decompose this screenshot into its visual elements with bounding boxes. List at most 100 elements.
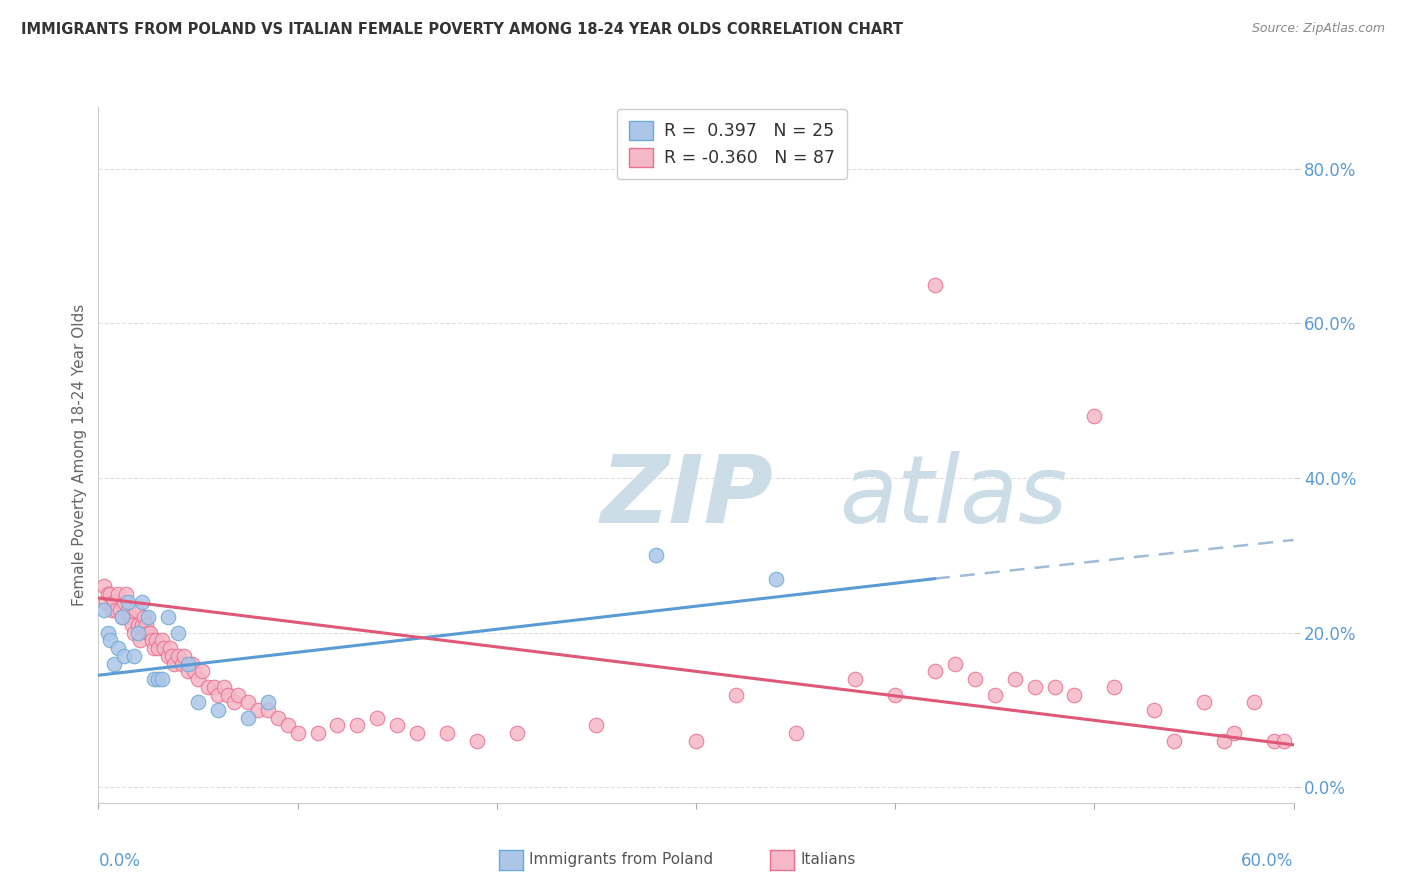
Point [115, 587, 138, 601]
Point [150, 633, 173, 648]
Point [943, 657, 966, 671]
Point [107, 641, 129, 656]
Point [117, 595, 139, 609]
Point [222, 695, 245, 709]
Point [96, 595, 118, 609]
Text: Italians: Italians [800, 853, 855, 867]
Point [884, 688, 907, 702]
Point [103, 595, 125, 609]
Text: IMMIGRANTS FROM POLAND VS ITALIAN FEMALE POVERTY AMONG 18-24 YEAR OLDS CORRELATI: IMMIGRANTS FROM POLAND VS ITALIAN FEMALE… [21, 22, 903, 37]
Point [129, 633, 152, 648]
Point [145, 633, 167, 648]
Point [127, 618, 149, 632]
Point [111, 610, 134, 624]
Point [98, 633, 122, 648]
Point [267, 711, 290, 725]
Point [177, 657, 200, 671]
Point [1163, 734, 1185, 748]
Point [131, 595, 153, 609]
Point [1143, 703, 1166, 717]
Point [436, 726, 458, 740]
Point [924, 277, 946, 292]
Point [177, 665, 200, 679]
Point [163, 657, 186, 671]
Point [183, 665, 205, 679]
Point [112, 595, 135, 609]
Point [191, 665, 214, 679]
Text: 0.0%: 0.0% [98, 852, 141, 870]
Point [134, 610, 156, 624]
Point [167, 648, 190, 663]
Point [181, 657, 204, 671]
Text: Source: ZipAtlas.com: Source: ZipAtlas.com [1251, 22, 1385, 36]
Point [785, 726, 807, 740]
Point [645, 549, 668, 563]
Point [143, 641, 166, 656]
Point [236, 711, 259, 725]
Point [159, 641, 181, 656]
Point [124, 648, 146, 663]
Point [506, 726, 529, 740]
Point [153, 641, 176, 656]
Point [236, 695, 259, 709]
Point [1263, 734, 1285, 748]
Point [197, 680, 219, 694]
Point [226, 688, 249, 702]
Point [93, 579, 115, 593]
Point [983, 688, 1005, 702]
Point [217, 688, 239, 702]
Text: 60.0%: 60.0% [1241, 852, 1294, 870]
Point [207, 703, 229, 717]
Point [143, 672, 166, 686]
Point [157, 648, 180, 663]
Point [120, 610, 142, 624]
Point [1024, 680, 1046, 694]
Point [160, 648, 183, 663]
Point [385, 718, 409, 732]
Point [1243, 695, 1265, 709]
Point [97, 625, 120, 640]
Point [585, 718, 607, 732]
Point [346, 718, 368, 732]
Point [207, 688, 229, 702]
Point [246, 703, 269, 717]
Point [112, 648, 135, 663]
Point [139, 625, 162, 640]
Point [187, 672, 209, 686]
Point [307, 726, 329, 740]
Point [1222, 726, 1246, 740]
Point [121, 618, 143, 632]
Point [148, 641, 170, 656]
Text: ZIP: ZIP [600, 450, 773, 542]
Point [131, 618, 153, 632]
Point [135, 618, 157, 632]
Point [98, 587, 122, 601]
Point [1043, 680, 1066, 694]
Point [136, 610, 159, 624]
Point [157, 610, 180, 624]
Point [172, 657, 194, 671]
Point [202, 680, 225, 694]
Point [326, 718, 349, 732]
Point [103, 657, 125, 671]
Point [150, 672, 173, 686]
Point [105, 602, 128, 616]
Point [110, 602, 132, 616]
Point [1272, 734, 1295, 748]
Point [124, 625, 146, 640]
Text: atlas: atlas [839, 451, 1067, 542]
Point [107, 587, 129, 601]
Point [287, 726, 309, 740]
Point [1063, 688, 1085, 702]
Point [765, 572, 787, 586]
Point [141, 633, 163, 648]
Point [101, 602, 124, 616]
Legend: R =  0.397   N = 25, R = -0.360   N = 87: R = 0.397 N = 25, R = -0.360 N = 87 [617, 109, 846, 179]
Point [167, 625, 190, 640]
Point [366, 711, 388, 725]
Point [465, 734, 488, 748]
Point [117, 602, 139, 616]
Point [111, 610, 134, 624]
Point [844, 672, 866, 686]
Point [924, 665, 946, 679]
